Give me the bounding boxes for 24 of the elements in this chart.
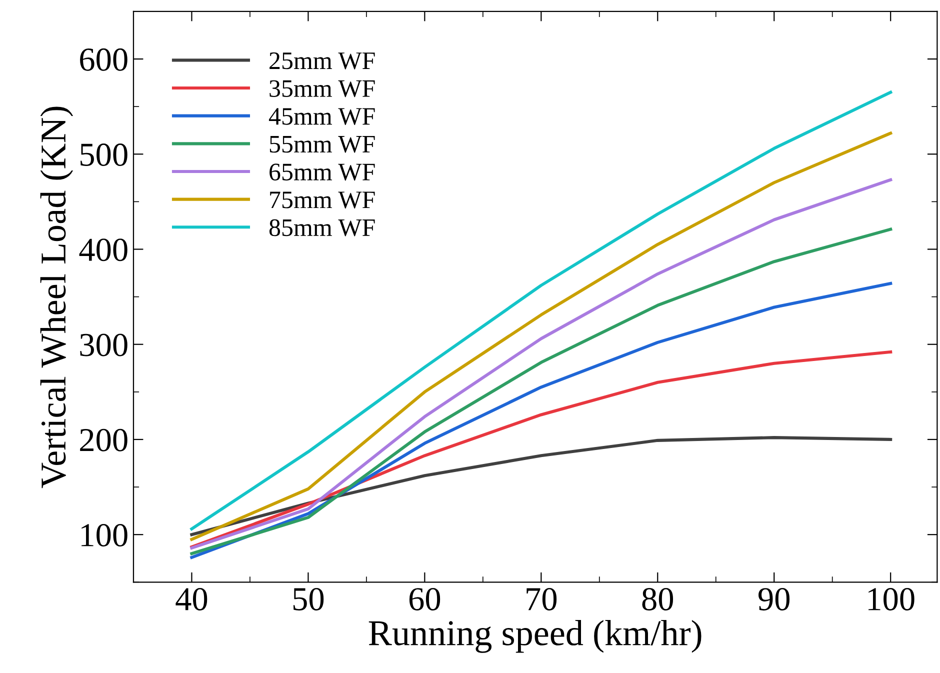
x-tick-label: 70 [526,588,557,610]
y-tick-label: 200 [80,428,128,452]
y-tick-label: 500 [80,144,128,166]
x-tick-label: 80 [642,588,674,610]
legend-label: 25mm WF [270,52,375,70]
y-tick-label: 400 [79,238,128,262]
y-tick-label: 300 [80,334,128,356]
x-tick-label: 100 [868,588,914,610]
x-axis-title: Running speed (km/hr) [368,620,702,653]
x-tick-label: 60 [409,588,440,610]
legend-label: 55mm WF [270,136,375,153]
legend-label: 65mm WF [270,164,375,181]
y-tick-label: 600 [80,48,128,71]
legend-label: 75mm WF [270,192,375,208]
legend-label: 35mm WF [270,80,375,98]
y-axis-title: Vertical Wheel Load (KN) [40,106,74,488]
line-series [190,350,892,548]
x-tick-label: 40 [176,588,208,610]
legend-label: 85mm WF [269,219,375,236]
x-tick-label: 50 [293,588,324,610]
line-series [190,436,892,536]
legend-label: 45mm WF [268,108,375,125]
y-tick-label: 100 [82,524,128,546]
x-tick-label: 90 [758,588,790,610]
